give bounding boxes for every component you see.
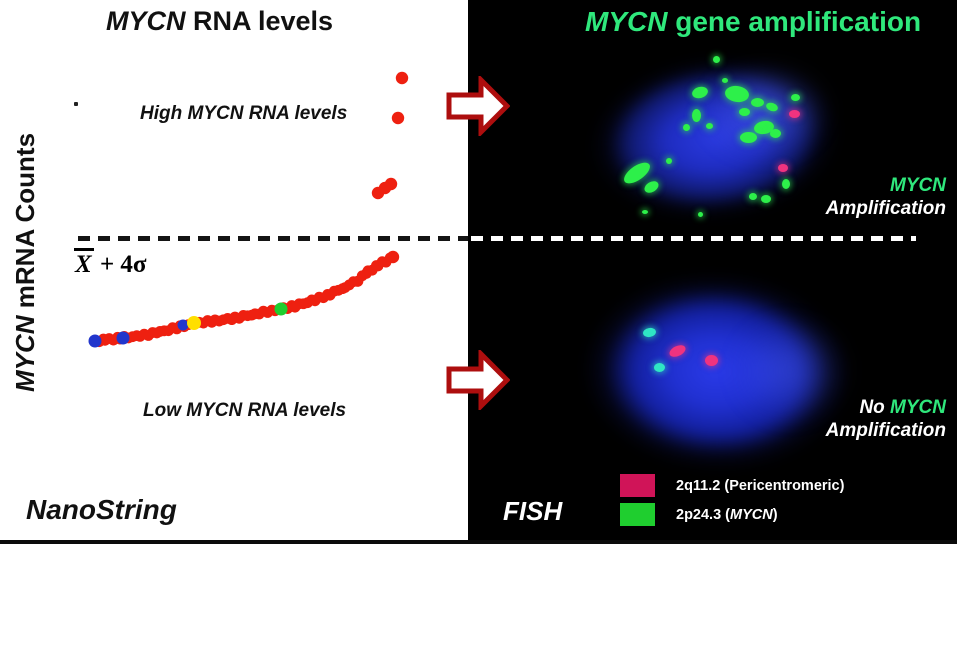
stray-dot [74,102,78,106]
fish-signal-mycn-green [691,108,701,122]
fish-signal-mycn-green [749,192,757,200]
flow-arrow-top [446,76,510,136]
fish-signal-mycn-green [750,97,764,107]
fish-nucleus-amplified-highlight [700,64,830,159]
fish-signal-mycn-green [782,179,790,189]
legend-swatch-mycn [620,503,655,526]
fish-signal-mycn-green [697,211,703,217]
right-panel-title: MYCN gene amplification [585,6,921,38]
threshold-rest: + 4σ [93,251,147,278]
fish-signal-mycn-green [769,128,781,138]
fish-signal-mycn-green [666,158,672,164]
legend-mycn-post: ) [772,507,778,523]
amplification-gene: MYCN [890,175,946,196]
fish-signal-mycn-green [642,210,648,214]
legend-swatch-pericentromeric [620,474,655,497]
fish-signal-mycn-green [682,123,690,131]
low-levels-label: Low MYCN RNA levels [143,400,347,421]
left-title-gene: MYCN [106,6,186,36]
threshold-line-left [78,236,468,241]
left-title-rest: RNA levels [185,6,334,36]
no-amplification-annotation: No MYCN Amplification [826,396,946,442]
flow-arrow-bottom [446,350,510,410]
fish-signal-pericentromeric-pink [704,354,718,366]
left-panel-title: MYCN RNA levels [106,6,366,37]
no-amplification-pre: No [859,397,891,418]
threshold-xbar: X [74,248,94,278]
nanostring-panel [0,0,468,540]
fish-signal-pericentromeric-pink [778,164,788,172]
fish-signal-mycn-green [653,362,665,372]
no-amplification-word: Amplification [825,420,946,441]
y-axis-rest: mRNA Counts [10,132,40,316]
fish-signal-mycn-green [739,131,757,143]
threshold-line-right [471,236,916,241]
fish-signal-mycn-green [705,123,713,129]
fish-signal-pericentromeric-pink [788,110,800,118]
fish-method-label: FISH [503,496,563,526]
fish-signal-mycn-green [722,77,728,83]
fish-signal-mycn-green [761,195,771,203]
fish-signal-mycn-green [712,55,720,63]
legend-label-mycn: 2p24.3 (MYCN) [676,507,778,523]
legend-mycn-gene: MYCN [730,507,773,523]
figure-bottom-rule [0,540,957,544]
fish-signal-mycn-green [738,108,750,116]
fish-signal-mycn-green [790,93,800,101]
y-axis-label: MYCN mRNA Counts [10,92,41,392]
amplification-annotation: MYCN Amplification [826,174,946,220]
y-axis-gene: MYCN [10,315,40,392]
high-levels-label: High MYCN RNA levels [140,103,348,124]
legend-label-pericentromeric: 2q11.2 (Pericentromeric) [676,478,845,494]
no-amplification-gene: MYCN [890,397,946,418]
right-title-gene: MYCN [585,6,668,37]
amplification-word: Amplification [825,198,946,219]
right-title-rest: gene amplification [667,6,922,37]
threshold-label: X + 4σ [74,248,147,279]
legend-mycn-pre: 2p24.3 ( [676,507,730,523]
fish-nucleus-nonamplified-highlight [735,320,845,420]
nanostring-method-label: NanoString [26,494,177,525]
